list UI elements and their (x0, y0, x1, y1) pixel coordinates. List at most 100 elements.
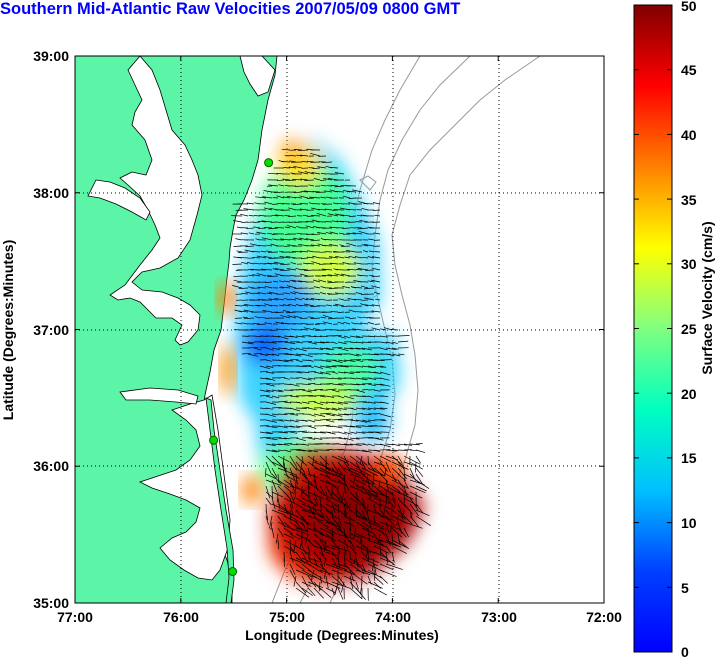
velocity-vector (361, 207, 369, 211)
velocity-vector (325, 485, 333, 498)
velocity-vector (353, 527, 357, 539)
velocity-vector (353, 298, 363, 301)
velocity-vector (319, 407, 329, 410)
velocity-vector (343, 563, 355, 575)
velocity-vector (367, 533, 384, 543)
velocity-vector (301, 353, 313, 358)
velocity-vector (253, 221, 261, 223)
velocity-vector (303, 269, 315, 271)
velocity-vector (257, 245, 267, 247)
velocity-vector (359, 219, 369, 223)
velocity-vector (259, 341, 267, 344)
velocity-vector (355, 226, 363, 229)
velocity-vector (371, 267, 381, 271)
velocity-vector (293, 165, 303, 169)
velocity-vector (385, 473, 398, 481)
velocity-vector (371, 279, 381, 283)
velocity-vector (256, 304, 267, 307)
velocity-vector (289, 413, 299, 416)
velocity-vector (372, 557, 375, 572)
velocity-vector (339, 214, 351, 217)
velocity-vector (384, 467, 387, 477)
velocity-vector (373, 371, 382, 375)
velocity-vector (355, 569, 371, 576)
velocity-vector (279, 256, 291, 259)
velocity-vector (318, 279, 327, 283)
velocity-vector (264, 262, 273, 265)
velocity-vector (313, 581, 322, 591)
y-tick-label: 35:00 (33, 595, 69, 611)
velocity-vector (343, 321, 351, 325)
velocity-vector (307, 160, 315, 163)
velocity-vector (337, 371, 346, 374)
velocity-vector (307, 449, 318, 453)
velocity-vector (265, 443, 276, 446)
velocity-vector (355, 292, 363, 295)
velocity-vector (346, 232, 357, 235)
velocity-vector (307, 527, 323, 534)
velocity-vector (353, 551, 357, 565)
velocity-vector (319, 521, 329, 528)
velocity-vector (267, 262, 279, 265)
velocity-vector (343, 455, 350, 467)
velocity-vector (323, 557, 327, 566)
velocity-vector (309, 196, 321, 199)
velocity-vector (307, 467, 311, 477)
velocity-vector (259, 353, 268, 356)
velocity-vector (307, 479, 310, 490)
velocity-vector (253, 262, 261, 265)
velocity-vector (331, 563, 348, 571)
velocity-vector (333, 304, 339, 307)
velocity-vector (343, 503, 348, 516)
velocity-vector (289, 569, 297, 582)
velocity-vector (337, 321, 345, 325)
velocity-vector (355, 389, 365, 393)
velocity-vector (367, 461, 376, 473)
velocity-vector (334, 292, 345, 295)
colorbar-tick-label: 50 (681, 0, 697, 14)
velocity-vector (305, 238, 315, 241)
velocity-vector (343, 371, 354, 375)
velocity-vector (283, 467, 289, 479)
velocity-vector (343, 569, 357, 576)
velocity-vector (373, 587, 387, 596)
velocity-vector (317, 232, 327, 235)
velocity-vector (256, 273, 267, 277)
velocity-vector (271, 389, 283, 393)
velocity-vector (236, 250, 243, 253)
velocity-vector (341, 305, 351, 308)
velocity-vector (245, 245, 255, 247)
velocity-vector (245, 291, 255, 295)
velocity-vector (367, 280, 375, 283)
velocity-vector (319, 587, 332, 598)
velocity-vector (355, 407, 365, 410)
velocity-vector (331, 473, 346, 480)
velocity-vector (339, 244, 345, 247)
velocity-vector (363, 250, 369, 253)
velocity-vector (361, 359, 374, 361)
velocity-vector (317, 298, 327, 301)
colorbar-tick-label: 35 (681, 192, 697, 208)
velocity-vector (355, 365, 363, 368)
delaware-bay (239, 56, 276, 97)
velocity-vector (286, 195, 297, 199)
velocity-vector (283, 407, 292, 410)
velocity-vector (385, 551, 389, 564)
velocity-vector (313, 575, 327, 584)
velocity-vector (250, 329, 261, 331)
velocity-vector (313, 461, 332, 470)
velocity-vector (391, 527, 403, 538)
velocity-vector (373, 383, 385, 386)
albemarle-sound (119, 387, 199, 405)
velocity-vector (232, 285, 243, 289)
velocity-vector (289, 383, 300, 387)
colorbar-tick-label: 20 (681, 386, 697, 402)
velocity-vector (343, 431, 352, 435)
velocity-vector (340, 273, 351, 277)
velocity-vector (241, 352, 251, 355)
velocity-vector (373, 545, 390, 554)
velocity-vector (293, 575, 297, 587)
velocity-vector (352, 189, 363, 193)
velocity-vector (258, 227, 267, 230)
velocity-vector (396, 515, 399, 526)
